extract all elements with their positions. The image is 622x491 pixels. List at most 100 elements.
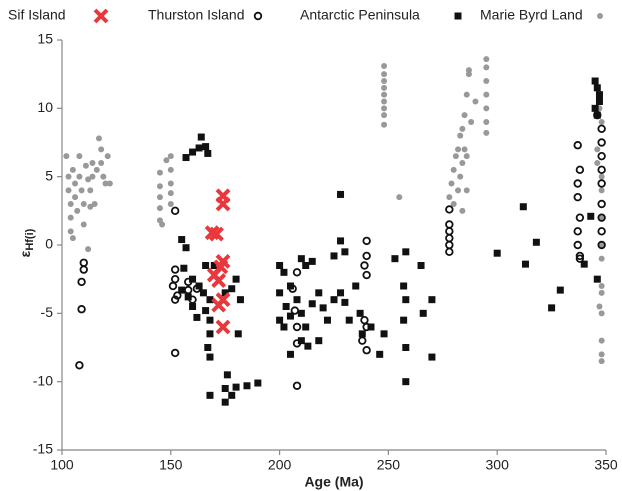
point xyxy=(80,201,87,207)
point xyxy=(288,284,297,293)
y-tick-label: 15 xyxy=(37,31,53,47)
point xyxy=(380,330,388,338)
point xyxy=(178,236,186,244)
point xyxy=(315,289,323,297)
point xyxy=(280,268,288,276)
point xyxy=(102,180,109,187)
point xyxy=(228,391,236,399)
point xyxy=(276,262,284,269)
point xyxy=(323,316,331,324)
point xyxy=(391,255,399,263)
point xyxy=(341,298,349,306)
point xyxy=(598,337,605,344)
point xyxy=(337,237,345,245)
point xyxy=(98,146,105,153)
point xyxy=(459,207,466,214)
point xyxy=(400,282,408,290)
y-tick-label: -5 xyxy=(41,304,54,320)
point xyxy=(463,153,470,160)
point xyxy=(91,201,98,207)
point xyxy=(381,105,388,112)
point xyxy=(575,254,585,263)
y-label-main: ε xyxy=(17,250,33,257)
point xyxy=(89,160,96,166)
point xyxy=(459,160,466,166)
point xyxy=(595,98,603,105)
point xyxy=(63,153,70,160)
point xyxy=(381,84,388,91)
point xyxy=(597,179,606,188)
point xyxy=(594,146,601,153)
point xyxy=(396,194,403,201)
point xyxy=(215,319,231,335)
point xyxy=(402,296,410,304)
point xyxy=(163,157,170,164)
point xyxy=(465,71,472,78)
point xyxy=(221,289,229,297)
point xyxy=(182,154,190,162)
point xyxy=(358,330,366,338)
legend-marker xyxy=(93,8,109,24)
point xyxy=(292,381,302,390)
point xyxy=(381,112,388,119)
point xyxy=(206,296,214,304)
point xyxy=(293,296,301,304)
point xyxy=(575,213,585,222)
point xyxy=(79,265,88,274)
point xyxy=(315,337,323,345)
point xyxy=(457,132,464,139)
point xyxy=(202,307,210,315)
point xyxy=(362,346,371,355)
point xyxy=(304,342,312,350)
legend-marker xyxy=(454,12,462,20)
point xyxy=(67,201,74,207)
point xyxy=(173,291,182,300)
point xyxy=(573,227,582,236)
point xyxy=(234,330,242,338)
point xyxy=(362,251,371,261)
legend-label: Marie Byrd Land xyxy=(480,7,583,23)
point xyxy=(290,306,300,315)
point xyxy=(243,382,251,390)
point xyxy=(209,226,224,242)
point xyxy=(597,213,606,222)
point xyxy=(598,214,605,221)
point xyxy=(597,227,606,236)
point xyxy=(308,300,316,308)
point xyxy=(593,111,601,119)
point xyxy=(286,350,294,358)
legend-label: Antarctic Peninsula xyxy=(300,7,420,23)
point xyxy=(598,187,605,194)
point-stroke xyxy=(211,297,227,313)
y-tick-label: 0 xyxy=(45,236,53,252)
point xyxy=(297,337,305,345)
point xyxy=(455,146,462,153)
point xyxy=(455,187,462,194)
point xyxy=(206,316,214,324)
point xyxy=(483,64,490,71)
point xyxy=(591,104,599,112)
point xyxy=(597,151,606,161)
point xyxy=(483,105,490,112)
point xyxy=(167,201,174,207)
point xyxy=(197,133,205,141)
point xyxy=(463,91,470,98)
point xyxy=(598,173,605,180)
point xyxy=(168,281,178,291)
point xyxy=(445,220,454,229)
point xyxy=(594,160,601,166)
point xyxy=(596,303,603,310)
point xyxy=(598,289,605,296)
point xyxy=(199,289,207,297)
point xyxy=(170,206,180,216)
point xyxy=(170,295,180,304)
point xyxy=(192,284,202,293)
legend-label: Thurston Island xyxy=(148,7,245,23)
point xyxy=(381,121,388,128)
point xyxy=(167,190,174,197)
point xyxy=(593,84,601,92)
point xyxy=(72,180,79,187)
point xyxy=(597,240,606,250)
point xyxy=(100,173,107,180)
point xyxy=(483,91,490,98)
